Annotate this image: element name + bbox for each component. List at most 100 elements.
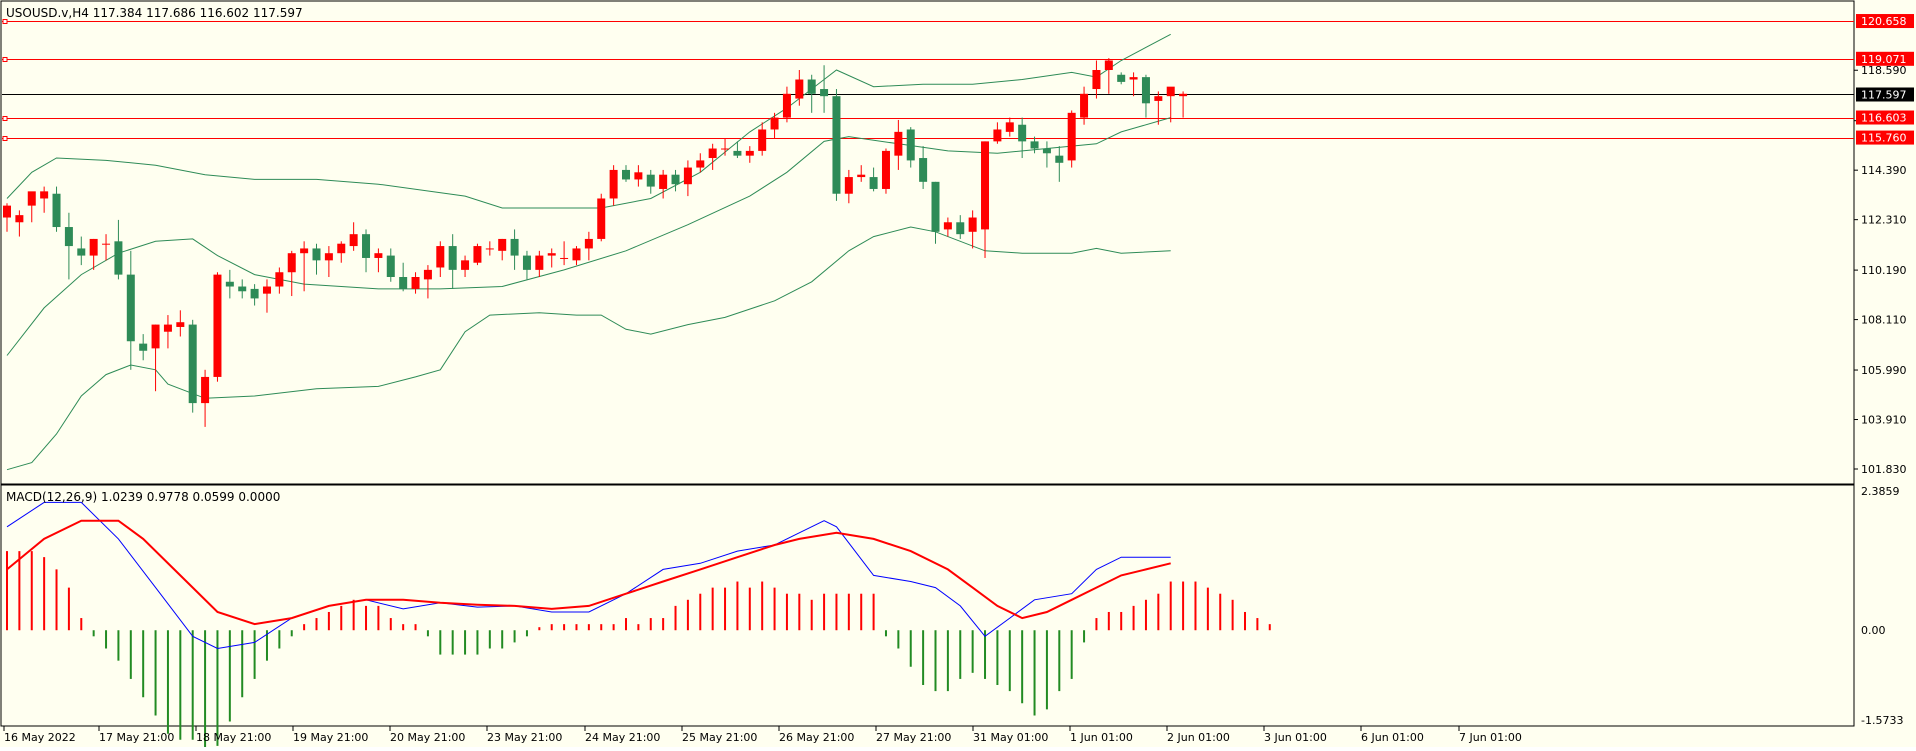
candle-body-50: [622, 169, 630, 180]
candle-body-65: [807, 79, 816, 94]
candle-body-1: [15, 215, 24, 223]
candle-body-21: [262, 286, 271, 294]
bollinger-upper-band: [6, 33, 1171, 209]
candle-body-22: [275, 272, 284, 287]
candle-body-20: [250, 288, 259, 299]
main-chart-title: USOUSD.v,H4 117.384 117.686 116.602 117.…: [6, 6, 303, 20]
candle-body-39: [485, 248, 494, 250]
candle-body-95: [1179, 93, 1188, 97]
candle-body-14: [176, 322, 185, 327]
candle-body-27: [337, 243, 346, 254]
candle-body-40: [498, 238, 507, 251]
candle-body-91: [1129, 77, 1138, 80]
level-price-tag-label-2: 116.603: [1861, 112, 1907, 125]
price-axis-label-8: 101.830: [1861, 463, 1907, 476]
candle-body-58: [721, 148, 730, 150]
candle-body-90: [1117, 74, 1126, 82]
candle-body-73: [906, 129, 915, 161]
macd-panel-border: [0, 484, 1855, 727]
time-axis-label-12: 2 Jun 01:00: [1167, 731, 1230, 744]
candle-body-8: [102, 243, 111, 245]
level-price-tag-label-1: 119.071: [1861, 53, 1907, 66]
candle-body-10: [126, 274, 135, 342]
candle-body-75: [931, 181, 940, 232]
candle-body-74: [919, 158, 928, 182]
candle-body-23: [287, 253, 296, 273]
candle-body-82: [1018, 124, 1027, 142]
candle-body-77: [956, 222, 965, 235]
candle-body-17: [213, 274, 222, 377]
level-price-tag-label-0: 120.658: [1861, 15, 1907, 28]
candle-body-29: [362, 234, 371, 258]
candle-body-57: [708, 148, 717, 159]
time-axis-label-10: 31 May 01:00: [973, 731, 1048, 744]
candle-body-31: [386, 255, 395, 277]
level-price-tag-1: [1856, 51, 1914, 66]
candle-body-89: [1104, 60, 1113, 70]
candle-body-26: [324, 253, 333, 261]
candle-body-70: [869, 177, 878, 189]
candle-body-53: [659, 174, 668, 189]
current-price-tag-label: 117.597: [1861, 89, 1907, 102]
candle-body-44: [547, 253, 556, 256]
candle-body-18: [225, 281, 234, 287]
price-axis-label-6: 105.990: [1861, 364, 1907, 377]
level-price-tag-2: [1856, 110, 1914, 125]
price-axis-label-3: 112.310: [1861, 214, 1907, 227]
candle-body-16: [201, 376, 210, 404]
time-axis-label-6: 24 May 21:00: [585, 731, 660, 744]
candle-body-56: [696, 160, 705, 168]
candle-body-35: [436, 246, 445, 268]
time-axis-label-14: 6 Jun 01:00: [1361, 731, 1424, 744]
candle-body-93: [1154, 96, 1163, 101]
candle-body-69: [857, 174, 866, 178]
candle-body-13: [163, 324, 172, 332]
candle-body-92: [1141, 77, 1150, 104]
time-axis-label-11: 1 Jun 01:00: [1070, 731, 1133, 744]
candle-body-9: [114, 241, 123, 275]
price-axis-label-4: 110.190: [1861, 264, 1907, 277]
candle-body-88: [1092, 70, 1101, 90]
candle-body-81: [1005, 122, 1014, 132]
macd-axis-label-0: 2.3859: [1861, 485, 1900, 498]
candle-body-6: [77, 248, 86, 256]
candle-body-33: [411, 277, 420, 289]
candle-body-46: [572, 248, 581, 261]
candle-body-25: [312, 248, 321, 261]
candle-body-48: [597, 198, 606, 239]
time-axis-label-8: 26 May 21:00: [779, 731, 854, 744]
candle-body-51: [634, 172, 643, 180]
macd-axis-label-2: -1.5733: [1861, 714, 1903, 727]
candle-body-55: [683, 167, 692, 185]
main-panel-border: [0, 0, 1855, 485]
candle-body-87: [1080, 93, 1089, 118]
candle-body-84: [1042, 148, 1051, 154]
level-line-handle-2: [2, 116, 8, 121]
candle-body-54: [671, 174, 680, 185]
macd-axis-label-1: 0.00: [1861, 624, 1886, 637]
candle-body-19: [238, 286, 247, 292]
candle-body-12: [151, 324, 160, 349]
candle-body-38: [473, 246, 482, 263]
candle-body-72: [894, 131, 903, 156]
candle-body-60: [745, 150, 754, 156]
candle-body-83: [1030, 141, 1039, 149]
candle-body-34: [423, 269, 432, 280]
candle-body-59: [733, 150, 742, 156]
candle-body-85: [1055, 155, 1064, 163]
candle-body-52: [646, 174, 655, 187]
candle-body-68: [844, 177, 853, 194]
price-axis-label-5: 108.110: [1861, 314, 1907, 327]
time-axis-label-7: 25 May 21:00: [682, 731, 757, 744]
time-axis-label-5: 23 May 21:00: [487, 731, 562, 744]
candle-body-45: [560, 257, 569, 259]
candle-body-3: [40, 191, 49, 199]
candle-body-47: [584, 238, 593, 249]
time-axis-label-15: 7 Jun 01:00: [1459, 731, 1522, 744]
candle-body-15: [188, 324, 197, 404]
macd-line: [6, 501, 1171, 650]
time-axis-label-4: 20 May 21:00: [390, 731, 465, 744]
candle-body-94: [1166, 86, 1175, 97]
